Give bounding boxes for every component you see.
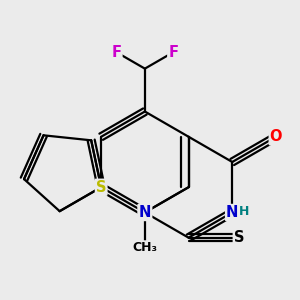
Text: F: F xyxy=(168,45,178,60)
Text: H: H xyxy=(239,205,250,218)
Text: S: S xyxy=(234,230,244,245)
Text: CH₃: CH₃ xyxy=(132,241,158,254)
Text: O: O xyxy=(270,129,282,144)
Text: F: F xyxy=(112,45,122,60)
Text: N: N xyxy=(226,205,238,220)
Text: N: N xyxy=(139,205,151,220)
Text: N: N xyxy=(139,205,151,220)
Text: S: S xyxy=(96,180,106,195)
